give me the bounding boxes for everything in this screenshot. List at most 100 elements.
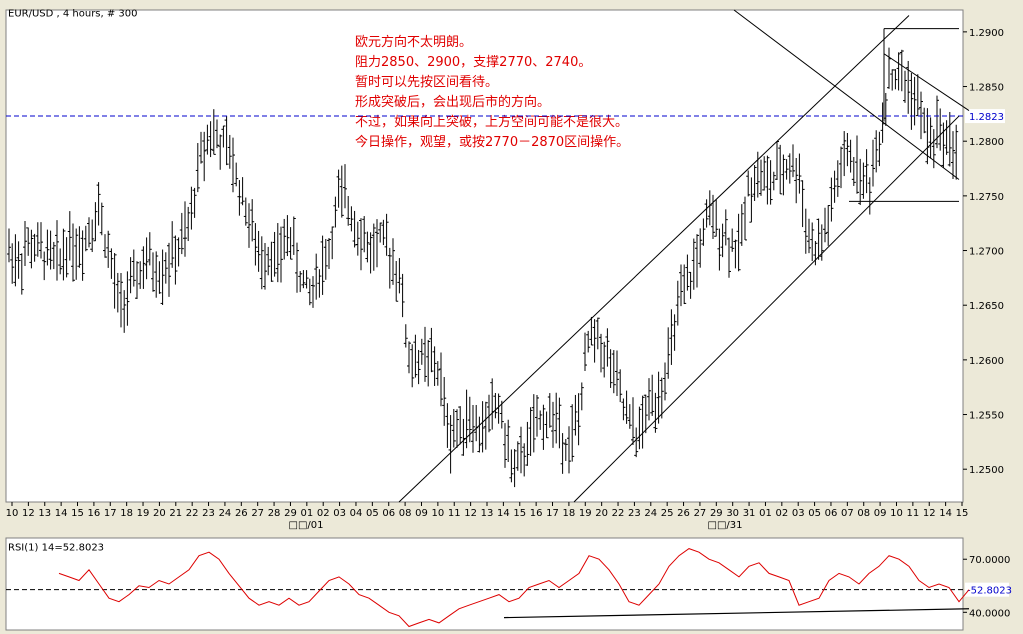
channel-upper-line [398,15,910,503]
x-tick-label: 14 [497,508,510,519]
price-bar [263,243,267,290]
x-tick-label: 27 [694,508,707,519]
price-bar [739,204,744,246]
price-bar [698,228,703,268]
price-bar [567,426,571,474]
price-bar [429,327,434,373]
price-bar [368,232,373,274]
x-tick-label: 10 [431,508,444,519]
x-tick-label: 13 [38,508,51,519]
price-bar [250,199,255,242]
x-tick-label: 12 [22,508,35,519]
price-bar [823,207,827,243]
price-bar [394,261,399,302]
price-bar [266,246,271,276]
price-bar [243,197,248,226]
x-tick-label: 08 [399,508,412,519]
x-tick-label: 24 [219,508,232,519]
price-bar [522,443,527,477]
price-bar [74,228,79,280]
price-bar [637,406,642,450]
price-bar [848,139,853,173]
price-bar [794,157,799,204]
price-bar [669,309,674,365]
price-bar [730,228,735,252]
price-bar [554,392,559,444]
y-tick-label: 1.2900 [969,28,1004,39]
price-bar [586,330,591,353]
price-bar [323,238,328,280]
price-bar [119,272,123,328]
price-bar [272,231,277,277]
price-bar [819,224,824,261]
descending-trend-line [733,9,960,180]
price-bar [519,426,523,474]
price-bar [845,132,850,167]
price-bar [218,134,223,170]
price-bar [602,341,607,378]
y-tick-label: 1.2700 [969,247,1004,258]
price-bar [877,131,882,167]
price-bar [314,253,319,300]
price-bar [759,159,763,196]
price-bar [547,393,552,428]
rsi-current-label: -52.8023 [967,586,1012,597]
price-bar [746,170,751,197]
price-bar [298,271,303,293]
price-bar [551,401,555,448]
current-price-box [965,109,1005,124]
price-bar [909,73,914,130]
y-tick-label: 1.2850 [969,83,1004,94]
x-tick-label: 14 [55,508,68,519]
price-bar [666,327,671,379]
price-bar [10,243,15,284]
price-bar [42,251,47,281]
x-tick-label: 25 [661,508,674,519]
price-bar [762,156,767,191]
rsi-y-tick-label: 70.0000 [969,555,1010,566]
price-bar [176,237,181,267]
price-bar [224,115,229,166]
price-bar [295,242,299,293]
price-bar [115,272,120,313]
price-bar [26,227,31,256]
price-bar [96,182,101,226]
price-bar [64,237,69,278]
annotation-line-2: 阻力2850、2900，支撑2770、2740。 [355,55,591,70]
price-bar [947,111,952,167]
price-bar [912,76,917,126]
x-tick-label: 12 [923,508,936,519]
x-tick-label: 26 [235,508,248,519]
price-bar [58,248,63,275]
price-bar [320,235,325,295]
price-bar [371,223,376,271]
annotation-line-5: 不过，如果向上突破，上方空间可能不是很大。 [355,114,628,130]
x-tick-label: 11 [906,508,919,519]
price-bar [387,247,392,289]
x-tick-label: 15 [956,508,969,519]
x-tick-label: 18 [120,508,133,519]
price-bar [237,180,242,216]
price-bar [144,237,149,280]
x-tick-label: 16 [530,508,543,519]
price-bar [650,374,655,416]
y-tick-label: 1.2650 [969,301,1004,312]
price-bar [618,369,623,403]
price-bar [131,249,136,287]
price-bar [256,230,261,272]
price-bar [599,333,603,373]
price-bar [672,314,677,351]
price-bar [195,143,200,193]
price-bar [787,153,792,184]
x-tick-label: 09 [874,508,887,519]
price-bar [595,317,600,350]
price-bar [128,257,133,294]
price-bar [442,377,447,426]
price-bar [931,129,936,169]
price-bar [954,124,959,180]
price-bar [922,107,927,134]
price-bar [935,95,939,149]
price-bar [851,156,856,186]
price-bar [512,449,517,488]
price-bar [535,394,539,437]
